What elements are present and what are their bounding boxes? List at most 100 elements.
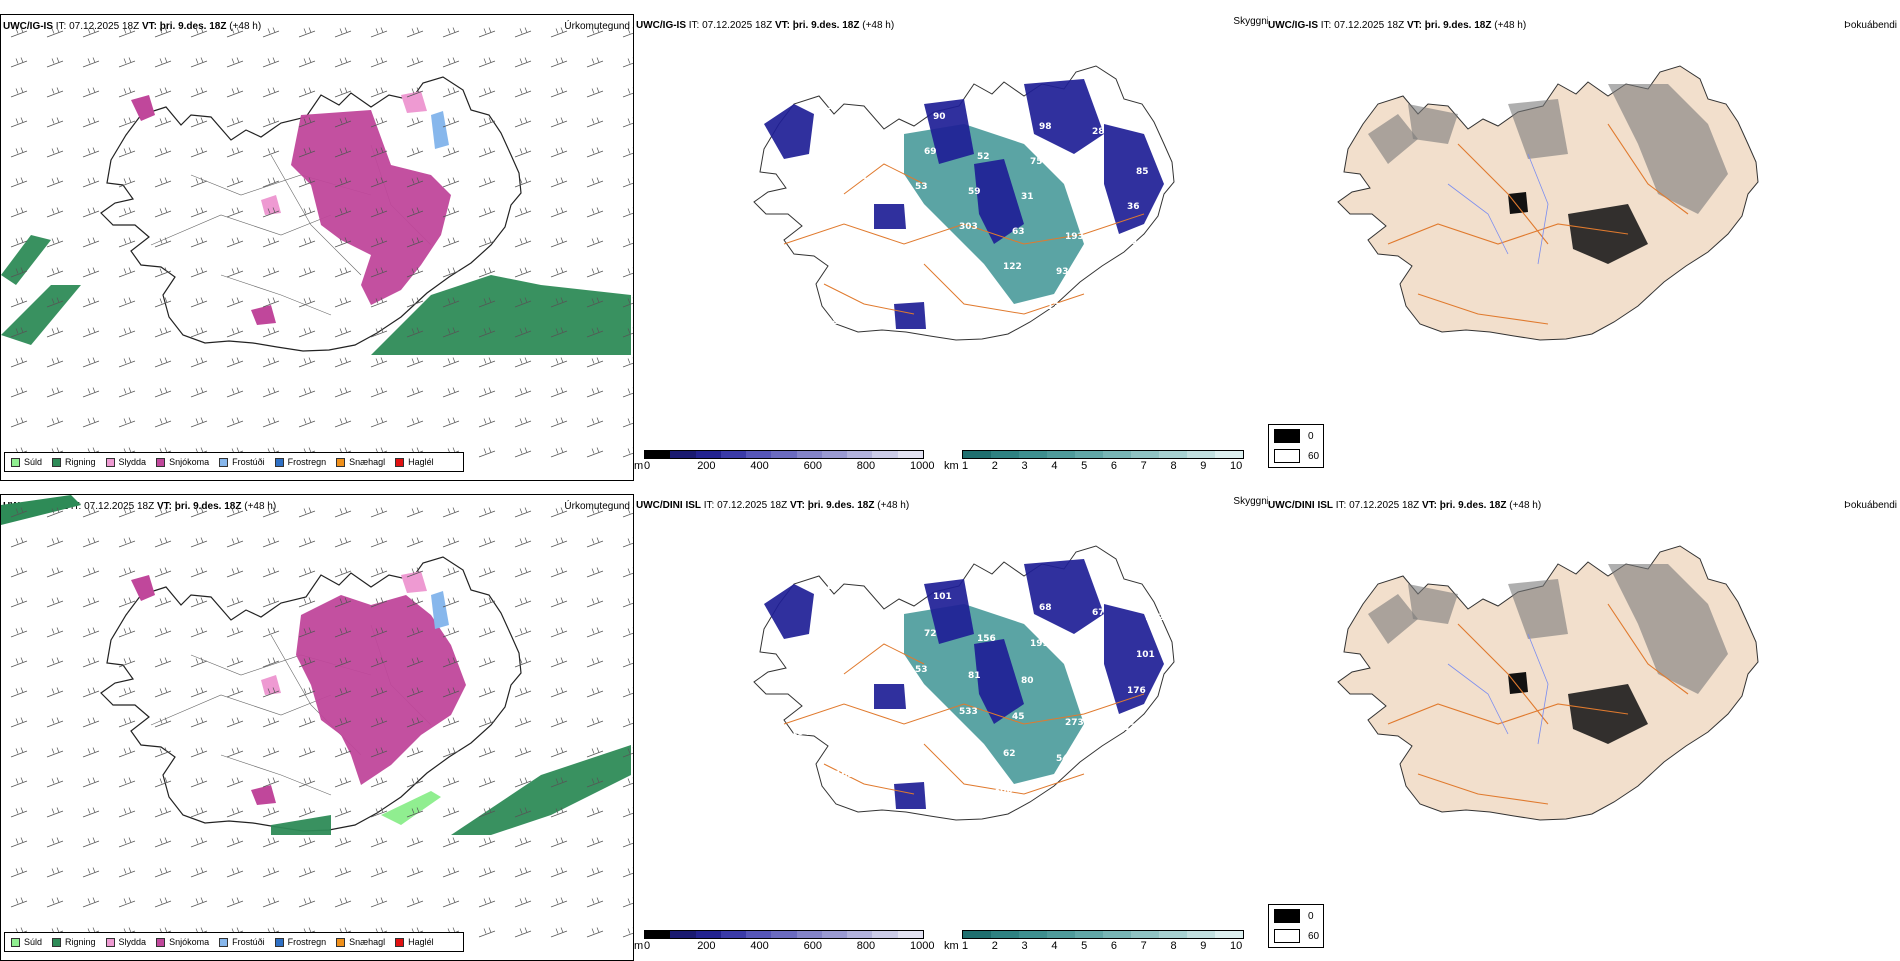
snow-area xyxy=(251,785,276,805)
cloud-base-value-label: 78 xyxy=(906,702,919,712)
precip-legend-label: Frostúði xyxy=(232,457,265,467)
cloud-base-value-label: 31 xyxy=(1021,192,1034,202)
precip-legend-item: Snjókoma xyxy=(156,457,209,467)
cloud-base-area xyxy=(874,684,906,709)
cloud-base-value-label: 28 xyxy=(826,317,839,327)
colorbar-tick: 1 xyxy=(962,460,969,472)
precip-type-panel: UWC/IG-IS IT: 07.12.2025 18Z VT: þri. 9.… xyxy=(0,14,634,481)
precip-legend-label: Frostregn xyxy=(287,457,327,467)
cloud-base-value-label: 103 xyxy=(1047,791,1066,801)
cloud-base-value-label: 60 xyxy=(774,97,787,107)
cloud-base-value-label: 58 xyxy=(1153,312,1166,322)
colorbar-tick: 2 xyxy=(991,940,998,952)
colorbar-tick: 1 xyxy=(962,940,969,952)
cloud-base-area xyxy=(924,99,974,164)
cloud-base-value-label: 199 xyxy=(1030,639,1049,649)
row-dini-isl: UWC/DINI ISL IT: 07.12.2025 18Z VT: þri.… xyxy=(0,494,1900,961)
terrain-shade xyxy=(1408,104,1458,144)
fog-legend-swatch xyxy=(1274,909,1300,923)
cloud-base-value-label: 155 xyxy=(1100,307,1119,317)
fog-index-map xyxy=(1337,545,1759,821)
terrain-shade xyxy=(1608,564,1728,694)
snow-area xyxy=(131,95,155,121)
colorbar-tick: 10 xyxy=(1230,940,1243,952)
colorbar-tick: 6 xyxy=(1110,940,1117,952)
precip-legend-item: Snæhagl xyxy=(336,937,385,947)
cloud-base-value-label: 122 xyxy=(1145,613,1164,623)
precip-legend-item: Haglél xyxy=(395,457,434,467)
cloud-base-value-label: 89 xyxy=(782,277,795,287)
visibility-strip xyxy=(962,930,1244,939)
cloud-base-value-label: 53 xyxy=(915,665,928,675)
cloud-base-value-label: 68 xyxy=(1039,603,1052,613)
colorbar-tick: 5 xyxy=(1081,940,1088,952)
colorbar-tick: 0 xyxy=(644,940,651,952)
fog-index-panel: UWC/DINI ISL IT: 07.12.2025 18Z VT: þri.… xyxy=(1268,494,1900,961)
cloud-base-value-label: 74 xyxy=(835,282,848,292)
cloud-base-value-label: 98 xyxy=(880,587,893,597)
precip-legend-item: Haglél xyxy=(395,937,434,947)
cloud-base-area xyxy=(1104,604,1164,714)
colorbar-tick: 3 xyxy=(1021,460,1028,472)
cloud-base-value-label: 182 xyxy=(1109,272,1128,282)
colorbar-tick: 7 xyxy=(1140,460,1147,472)
rain-area xyxy=(371,275,631,355)
cloud-base-value-label: 78 xyxy=(1145,132,1158,142)
precip-legend-label: Súld xyxy=(24,937,43,947)
colorbar-unit: m xyxy=(634,940,644,952)
cloud-base-value-label: 52 xyxy=(977,152,990,162)
cloud-base-value-label: 79 xyxy=(888,287,901,297)
rain-area xyxy=(1,495,81,525)
road-line xyxy=(1417,773,1549,805)
precip-legend-swatch xyxy=(156,937,166,947)
cloud-base-value-label: 59 xyxy=(968,187,981,197)
cloud-base-value-label: 490 xyxy=(844,247,863,257)
cloud-base-value-label: 533 xyxy=(959,707,978,717)
cloud-base-value-label: 80 xyxy=(1021,676,1034,686)
fog-area xyxy=(1568,204,1648,264)
cloud-base-strip xyxy=(644,930,924,939)
precip-legend-label: Slydda xyxy=(118,457,147,467)
precip-legend-swatch xyxy=(156,457,166,467)
precip-type-title: Úrkomutegund xyxy=(564,501,630,512)
cloud-base-value-label: 80 xyxy=(994,297,1007,307)
cloud-base-value-label: 80 xyxy=(809,172,822,182)
cloud-base-value-label: 41 xyxy=(791,242,804,252)
fog-legend-item: 0 xyxy=(1274,429,1314,443)
cloud-base-value-label: 28 xyxy=(1092,127,1105,137)
precip-legend-swatch xyxy=(274,457,284,467)
river-line xyxy=(1527,153,1549,265)
cloud-base-value-label: 80 xyxy=(1153,801,1166,811)
colorbar-tick: 600 xyxy=(803,940,822,952)
colorbar-tick: 6 xyxy=(1110,460,1117,472)
cloud-base-value-label: 72 xyxy=(924,629,937,639)
panel-header: UWC/DINI ISL IT: 07.12.2025 18Z VT: þri.… xyxy=(636,500,910,511)
colorbar-unit: km xyxy=(944,460,959,472)
cloud-base-area xyxy=(924,579,974,644)
cloud-base-area xyxy=(974,159,1024,244)
cloud-base-value-label: 112 xyxy=(1118,723,1137,733)
precip-type-legend: Súld Rigning Slydda Snjókoma Frostúði Frostre… xyxy=(4,932,464,952)
cloud-base-value-label: 150 xyxy=(1118,237,1137,247)
cloud-base-value-label: 36 xyxy=(1127,202,1140,212)
terrain-shade xyxy=(1368,114,1418,164)
colorbar-tick: 8 xyxy=(1170,940,1177,952)
cloud-base-value-label: 85 xyxy=(1136,167,1149,177)
cloud-base-value-label: 67 xyxy=(1092,608,1105,618)
terrain-shade xyxy=(1508,579,1568,639)
precip-legend-swatch xyxy=(336,457,346,467)
precip-legend-swatch xyxy=(11,937,20,947)
precip-legend-label: Snæhagl xyxy=(349,937,386,947)
cloud-base-area xyxy=(1024,559,1104,634)
cloud-base-area xyxy=(974,639,1024,724)
colorbar-tick: 9 xyxy=(1200,940,1207,952)
cloud-base-area xyxy=(1024,79,1104,154)
cloud-base-value-label: 112 xyxy=(782,765,801,775)
cloud-base-value-label: 63 xyxy=(1012,227,1025,237)
precip-legend-item: Súld xyxy=(11,937,42,947)
fog-legend-swatch xyxy=(1274,929,1300,943)
cloud-base-value-label: 45 xyxy=(1012,712,1025,722)
precip-legend-swatch xyxy=(105,457,115,467)
cloud-base-area xyxy=(1104,124,1164,234)
cloud-base-value-label: 303 xyxy=(959,222,978,232)
